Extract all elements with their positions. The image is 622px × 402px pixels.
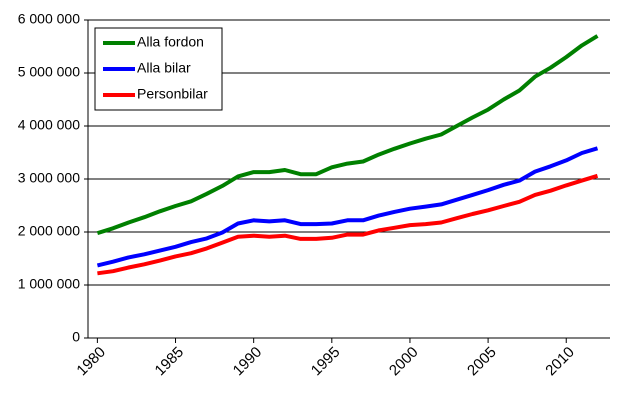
x-tick-label: 2005 xyxy=(464,344,500,380)
legend-label: Alla fordon xyxy=(137,34,204,50)
y-tick-label: 0 xyxy=(72,329,80,345)
y-tick-label: 3 000 000 xyxy=(18,170,80,186)
x-tick-label: 1980 xyxy=(73,344,109,380)
x-tick-label: 1990 xyxy=(230,344,266,380)
y-tick-label: 1 000 000 xyxy=(18,276,80,292)
legend-label: Personbilar xyxy=(137,86,208,102)
legend-label: Alla bilar xyxy=(137,60,191,76)
series-line xyxy=(96,146,599,268)
x-tick-label: 2000 xyxy=(386,344,422,380)
y-tick-label: 5 000 000 xyxy=(18,64,80,80)
y-tick-label: 6 000 000 xyxy=(18,11,80,27)
x-tick-label: 1985 xyxy=(152,344,188,380)
y-tick-label: 2 000 000 xyxy=(18,223,80,239)
x-tick-label: 1995 xyxy=(308,344,344,380)
series-line xyxy=(97,173,599,276)
x-tick-label: 2010 xyxy=(542,344,578,380)
y-tick-label: 4 000 000 xyxy=(18,117,80,133)
series-line xyxy=(96,34,599,236)
